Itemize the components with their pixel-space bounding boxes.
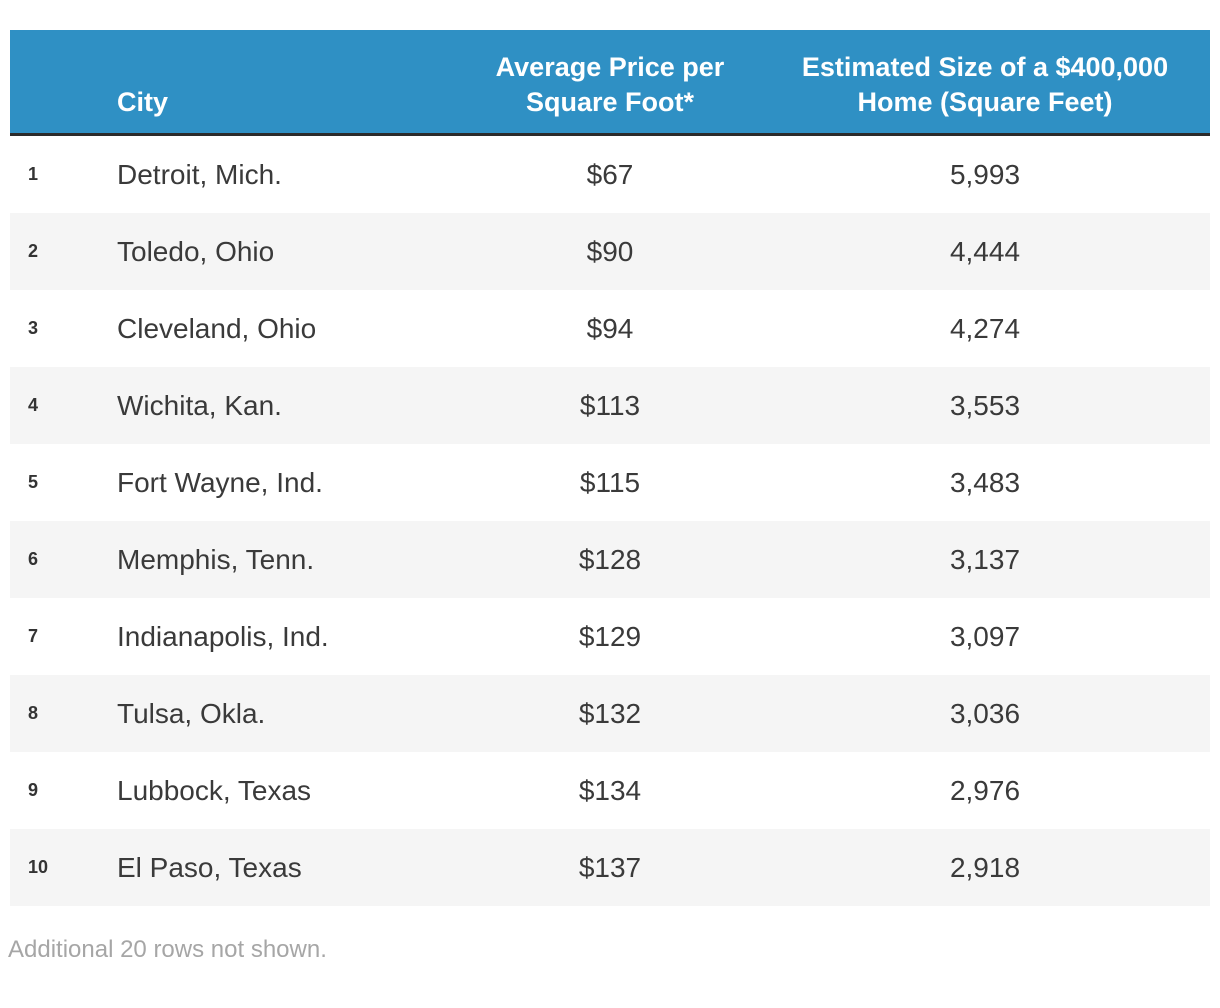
table-body: 1 Detroit, Mich. $67 5,993 2 Toledo, Ohi… bbox=[10, 135, 1210, 907]
size-cell: 5,993 bbox=[949, 158, 1021, 190]
table-row: 9 Lubbock, Texas $134 2,976 bbox=[10, 752, 1210, 829]
rank-cell: 7 bbox=[28, 626, 39, 647]
table-row: 1 Detroit, Mich. $67 5,993 bbox=[10, 135, 1210, 214]
table-row: 5 Fort Wayne, Ind. $115 3,483 bbox=[10, 444, 1210, 521]
city-cell: Cleveland, Ohio bbox=[117, 312, 317, 344]
table-row: 3 Cleveland, Ohio $94 4,274 bbox=[10, 290, 1210, 367]
rank-cell: 6 bbox=[28, 549, 39, 570]
header-city: City bbox=[117, 30, 460, 137]
price-cell: $129 bbox=[578, 620, 642, 652]
rank-cell: 5 bbox=[28, 472, 39, 493]
size-cell: 4,274 bbox=[949, 312, 1021, 344]
rank-cell: 8 bbox=[28, 703, 39, 724]
rank-cell: 9 bbox=[28, 780, 39, 801]
table-row: 7 Indianapolis, Ind. $129 3,097 bbox=[10, 598, 1210, 675]
size-cell: 3,036 bbox=[949, 697, 1021, 729]
city-cell: Tulsa, Okla. bbox=[117, 697, 266, 729]
price-cell: $132 bbox=[578, 697, 642, 729]
table-header: City Average Price per Square Foot* Esti… bbox=[10, 30, 1210, 137]
price-cell: $137 bbox=[578, 851, 642, 883]
size-cell: 3,483 bbox=[949, 466, 1021, 498]
city-cell: Indianapolis, Ind. bbox=[117, 620, 329, 652]
size-cell: 2,976 bbox=[949, 774, 1021, 806]
table-row: 4 Wichita, Kan. $113 3,553 bbox=[10, 367, 1210, 445]
price-cell: $90 bbox=[586, 235, 634, 267]
city-price-table-container: City Average Price per Square Foot* Esti… bbox=[10, 30, 1210, 907]
rank-cell: 10 bbox=[28, 857, 49, 878]
rank-cell: 1 bbox=[28, 164, 39, 185]
city-cell: Wichita, Kan. bbox=[117, 389, 282, 421]
price-cell: $128 bbox=[578, 543, 642, 575]
price-cell: $113 bbox=[579, 389, 641, 421]
header-avg-price: Average Price per Square Foot* bbox=[460, 30, 760, 137]
price-cell: $94 bbox=[586, 312, 634, 344]
city-cell: Lubbock, Texas bbox=[117, 774, 312, 806]
size-cell: 3,097 bbox=[949, 620, 1021, 652]
city-cell: Fort Wayne, Ind. bbox=[117, 466, 323, 498]
table-footnote: Additional 20 rows not shown. bbox=[8, 936, 327, 964]
rank-cell: 4 bbox=[28, 395, 39, 416]
table-header-row: City Average Price per Square Foot* Esti… bbox=[10, 30, 1210, 137]
rank-cell: 2 bbox=[28, 241, 39, 262]
header-rank bbox=[10, 30, 117, 137]
size-cell: 3,137 bbox=[949, 543, 1021, 575]
city-cell: Detroit, Mich. bbox=[117, 158, 282, 190]
header-estimated-size: Estimated Size of a $400,000 Home (Squar… bbox=[760, 30, 1210, 137]
table-row: 6 Memphis, Tenn. $128 3,137 bbox=[10, 521, 1210, 599]
table-row: 10 El Paso, Texas $137 2,918 bbox=[10, 829, 1210, 907]
size-cell: 3,553 bbox=[949, 389, 1021, 421]
table-row: 2 Toledo, Ohio $90 4,444 bbox=[10, 213, 1210, 291]
city-price-table: City Average Price per Square Foot* Esti… bbox=[10, 30, 1210, 907]
table-row: 8 Tulsa, Okla. $132 3,036 bbox=[10, 675, 1210, 753]
size-cell: 2,918 bbox=[949, 851, 1021, 883]
city-cell: El Paso, Texas bbox=[117, 851, 302, 883]
city-cell: Memphis, Tenn. bbox=[117, 543, 315, 575]
price-cell: $115 bbox=[579, 466, 641, 498]
city-cell: Toledo, Ohio bbox=[117, 235, 275, 267]
size-cell: 4,444 bbox=[949, 235, 1021, 267]
price-cell: $134 bbox=[578, 774, 642, 806]
rank-cell: 3 bbox=[28, 318, 39, 339]
price-cell: $67 bbox=[586, 158, 634, 190]
